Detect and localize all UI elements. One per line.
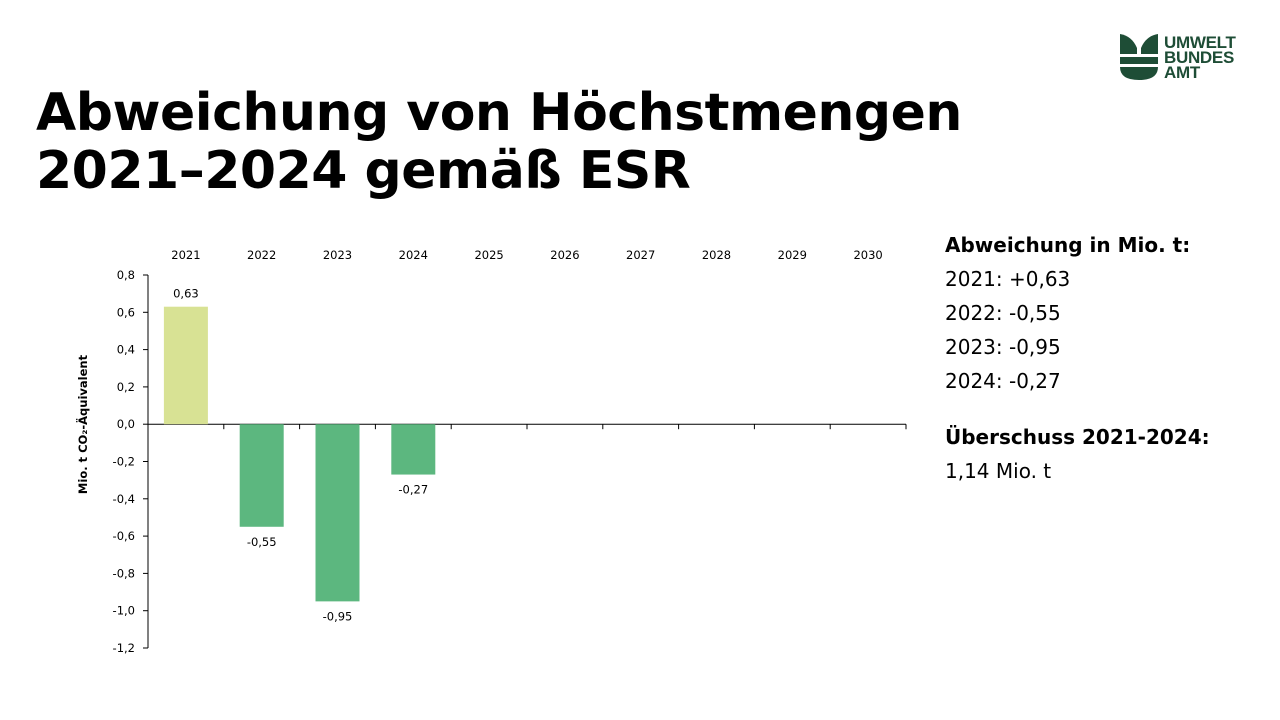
y-tick-label: 0,8 [117, 268, 135, 282]
title-line-2: 2021–2024 gemäß ESR [36, 141, 691, 201]
logo-text: UMWELT BUNDES AMT [1164, 32, 1236, 82]
title-line-1: Abweichung von Höchstmengen [36, 83, 962, 143]
summary-item: 2024: -0,27 [945, 369, 1061, 393]
category-label: 2021 [171, 248, 200, 262]
bar-2022 [239, 424, 284, 527]
y-axis-label: Mio. t CO₂-Äquivalent [75, 354, 90, 494]
logo-line: UMWELT [1164, 32, 1236, 52]
summary-item: 2021: +0,63 [945, 267, 1071, 291]
page-title: Abweichung von Höchstmengen 2021–2024 gem… [36, 84, 962, 200]
bar-2021 [163, 306, 208, 425]
y-tick-label: -0,4 [113, 492, 135, 506]
data-label: -0,55 [247, 535, 277, 549]
surplus-value: 1,14 Mio. t [945, 459, 1052, 483]
category-label: 2024 [399, 248, 428, 262]
y-tick-label: -0,8 [113, 566, 135, 580]
logo-line: AMT [1164, 62, 1200, 82]
y-tick-label: -0,6 [113, 529, 135, 543]
logo-mark-icon [1120, 34, 1158, 80]
y-tick-label: -1,2 [113, 641, 135, 655]
y-tick-label: 0,0 [117, 417, 135, 431]
category-label: 2026 [550, 248, 579, 262]
category-label: 2022 [247, 248, 276, 262]
data-label: 0,63 [173, 287, 199, 301]
bar-2023 [315, 424, 360, 602]
summary-panel: Abweichung in Mio. t: 2021: +0,63 2022: … [945, 228, 1210, 488]
y-tick-label: 0,4 [117, 343, 135, 357]
category-label: 2029 [778, 248, 807, 262]
category-label: 2025 [474, 248, 503, 262]
logo-line: BUNDES [1164, 47, 1234, 67]
summary-item: 2023: -0,95 [945, 335, 1061, 359]
summary-heading: Abweichung in Mio. t: [945, 233, 1191, 257]
surplus-heading: Überschuss 2021-2024: [945, 425, 1210, 449]
category-label: 2023 [323, 248, 352, 262]
category-label: 2028 [702, 248, 731, 262]
y-tick-label: -0,2 [113, 455, 135, 469]
y-tick-label: 0,6 [117, 305, 135, 319]
data-label: -0,27 [398, 483, 428, 497]
bar-chart: 0,8 0,6 0,4 0,2 0,0 -0,2 -0,4 -0,6 -0,8 -1,0 -1,2 2… [75, 248, 907, 655]
y-tick-label: 0,2 [117, 380, 135, 394]
summary-item: 2022: -0,55 [945, 301, 1061, 325]
bar-2024 [391, 424, 436, 475]
category-label: 2027 [626, 248, 655, 262]
category-label: 2030 [853, 248, 882, 262]
umweltbundesamt-logo: UMWELT BUNDES AMT [1120, 32, 1236, 82]
y-tick-label: -1,0 [113, 604, 135, 618]
data-label: -0,95 [323, 609, 353, 623]
